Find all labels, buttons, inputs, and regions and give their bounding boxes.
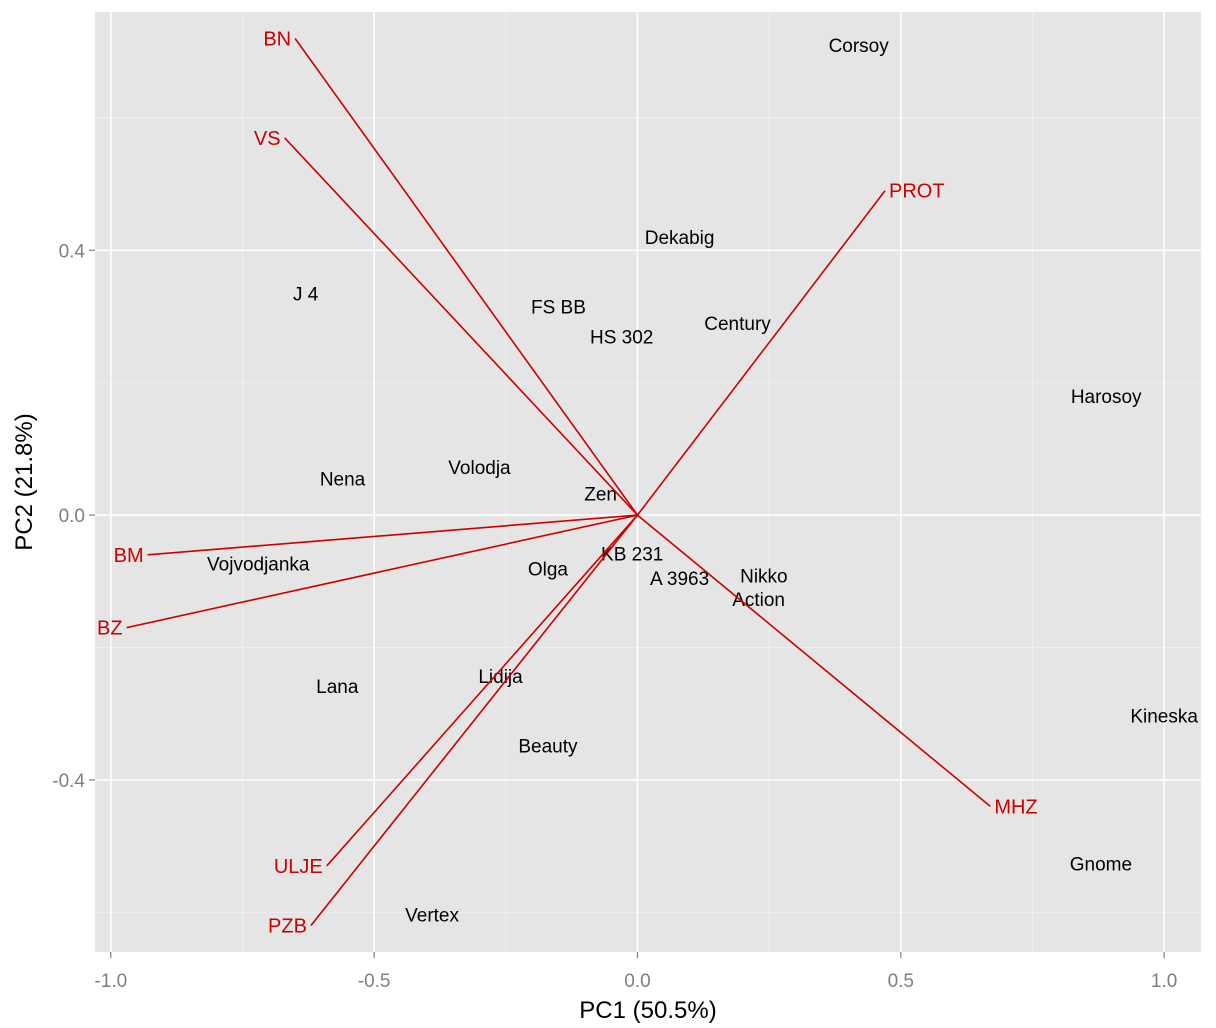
loading-arrow-bm (147, 514, 638, 556)
observation-dekabig: Dekabig (645, 228, 715, 249)
loading-arrow-bn (294, 38, 639, 516)
minor-gridlines (95, 12, 1201, 952)
observation-harosoy: Harosoy (1071, 387, 1142, 408)
observation-century: Century (704, 314, 771, 335)
observation-lana: Lana (316, 677, 359, 698)
y-tick-label: -0.4 (52, 771, 85, 792)
x-axis-ticks: -1.0 -0.5 0.0 0.5 1.0 (94, 952, 1177, 992)
observation-vojvodjanka: Vojvodjanka (207, 554, 310, 575)
x-tick-label: 1.0 (1151, 971, 1177, 992)
observation-vertex: Vertex (405, 905, 459, 926)
loading-label-bn: BN (263, 28, 291, 50)
observation-fs-bb: FS BB (531, 298, 586, 319)
observation-nikko: Nikko (740, 566, 788, 587)
loading-arrow-bz (126, 514, 638, 629)
observation-gnome: Gnome (1070, 854, 1132, 875)
observation-beauty: Beauty (518, 736, 578, 757)
x-tick-label: 0.0 (624, 971, 650, 992)
x-tick-label: -1.0 (94, 971, 127, 992)
major-gridlines (95, 12, 1201, 952)
loading-label-bz: BZ (97, 618, 123, 640)
y-axis-ticks: -0.4 0.0 0.4 (52, 241, 95, 792)
observation-volodja: Volodja (448, 458, 511, 479)
loading-arrow-mhz (636, 514, 991, 807)
loading-arrow-pzb (310, 514, 639, 927)
x-tick-label: -0.5 (358, 971, 391, 992)
loading-label-prot: PROT (889, 181, 945, 203)
x-tick-label: 0.5 (888, 971, 914, 992)
observation-hs-302: HS 302 (590, 327, 653, 348)
observation-j-4: J 4 (293, 284, 319, 305)
y-tick-label: 0.4 (59, 241, 86, 262)
loading-label-bm: BM (114, 545, 144, 567)
loading-arrow-ulje (326, 514, 639, 867)
plot-panel (95, 12, 1201, 952)
variable-loadings: BN VS PROT BM BZ MHZ ULJE PZB (97, 28, 1038, 937)
observation-zen: Zen (584, 484, 617, 505)
observation-kb-231: KB 231 (601, 544, 663, 565)
loading-label-pzb: PZB (268, 916, 307, 938)
loading-label-vs: VS (254, 128, 281, 150)
loading-arrow-prot (636, 190, 886, 516)
observation-action: Action (732, 590, 785, 611)
observation-kineska: Kineska (1130, 707, 1198, 728)
x-axis-title: PC1 (50.5%) (579, 997, 716, 1024)
y-axis-title: PC2 (21.8%) (11, 413, 38, 550)
observation-olga: Olga (528, 560, 569, 581)
loading-label-ulje: ULJE (274, 856, 323, 878)
observation-nena: Nena (320, 470, 366, 491)
loading-arrow-vs (284, 137, 639, 516)
y-tick-label: 0.0 (59, 506, 85, 527)
observation-a-3963: A 3963 (650, 569, 709, 590)
loading-label-mhz: MHZ (994, 796, 1037, 818)
observation-corsoy: Corsoy (829, 36, 890, 57)
